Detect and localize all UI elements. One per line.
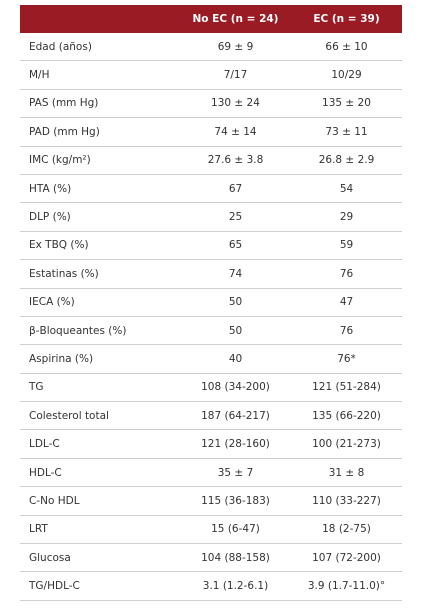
row-label: Estatinas (%) — [20, 259, 180, 289]
cell-value: 35 ± 7 — [180, 458, 291, 488]
table-row: Estatinas (%) 74 76 — [20, 259, 402, 289]
cell-value: 74 ± 14 — [180, 117, 291, 147]
cell-value: 108 (34-200) — [180, 373, 291, 403]
cell-value: 15 (6-47) — [180, 515, 291, 545]
row-label: IMC (kg/m²) — [20, 146, 180, 175]
table-row: IMC (kg/m²) 27.6 ± 3.8 26.8 ± 2.9 — [20, 146, 402, 175]
cell-value: 59 — [291, 231, 402, 261]
row-label: C-No HDL — [20, 486, 180, 516]
table-row: Colesterol total 187 (64-217) 135 (66-220) — [20, 401, 402, 431]
row-label: PAD (mm Hg) — [20, 117, 180, 147]
table-body: Edad (años) 69 ± 9 66 ± 10 M/H 7/17 10/29 PAS … — [20, 33, 402, 601]
cell-value: 26.8 ± 2.9 — [291, 146, 402, 175]
table-row: Aspirina (%) 40 76* — [20, 344, 402, 374]
table-row: β-Bloqueantes (%) 50 76 — [20, 316, 402, 346]
cell-value: 104 (88-158) — [180, 543, 291, 573]
table-row: C-No HDL 115 (36-183) 110 (33-227) — [20, 486, 402, 516]
cell-value: 76* — [291, 344, 402, 374]
row-label: PAS (mm Hg) — [20, 89, 180, 119]
table-row: LDL-C 121 (28-160) 100 (21-273) — [20, 429, 402, 459]
cell-value: 3.9 (1.7-11.0)° — [291, 571, 402, 601]
row-label: HDL-C — [20, 458, 180, 488]
cell-value: 66 ± 10 — [291, 33, 402, 62]
cell-value: 130 ± 24 — [180, 89, 291, 119]
cell-value: 50 — [180, 316, 291, 346]
row-label: β-Bloqueantes (%) — [20, 316, 180, 346]
header-row: No EC (n = 24) EC (n = 39) — [20, 5, 402, 33]
cell-value: 121 (28-160) — [180, 429, 291, 459]
table-row: LRT 15 (6-47) 18 (2-75) — [20, 515, 402, 545]
row-label: Glucosa — [20, 543, 180, 573]
cell-value: 76 — [291, 259, 402, 289]
cell-value: 110 (33-227) — [291, 486, 402, 516]
cell-value: 54 — [291, 174, 402, 204]
cell-value: 7/17 — [180, 60, 291, 90]
table-row: IECA (%) 50 47 — [20, 288, 402, 317]
cell-value: 25 — [180, 202, 291, 232]
cell-value: 40 — [180, 344, 291, 374]
table-row: HDL-C 35 ± 7 31 ± 8 — [20, 458, 402, 488]
row-label: M/H — [20, 60, 180, 90]
cell-value: 18 (2-75) — [291, 515, 402, 545]
table-row: Ex TBQ (%) 65 59 — [20, 231, 402, 261]
table-row: M/H 7/17 10/29 — [20, 60, 402, 90]
row-label: Aspirina (%) — [20, 344, 180, 374]
cell-value: 107 (72-200) — [291, 543, 402, 573]
table-row: PAS (mm Hg) 130 ± 24 135 ± 20 — [20, 89, 402, 119]
table-container: No EC (n = 24) EC (n = 39) Edad (años) 69… — [20, 5, 402, 601]
row-label: Ex TBQ (%) — [20, 231, 180, 261]
row-label: TG — [20, 373, 180, 403]
row-label: Edad (años) — [20, 33, 180, 62]
cell-value: 29 — [291, 202, 402, 232]
table-row: HTA (%) 67 54 — [20, 174, 402, 204]
cell-value: 76 — [291, 316, 402, 346]
header-cell: No EC (n = 24) — [180, 5, 291, 33]
cell-value: 100 (21-273) — [291, 429, 402, 459]
row-label: Colesterol total — [20, 401, 180, 431]
cell-value: 135 (66-220) — [291, 401, 402, 431]
row-label: HTA (%) — [20, 174, 180, 204]
row-label: TG/HDL-C — [20, 571, 180, 601]
cell-value: 115 (36-183) — [180, 486, 291, 516]
cell-value: 73 ± 11 — [291, 117, 402, 147]
data-table: No EC (n = 24) EC (n = 39) Edad (años) 69… — [20, 5, 402, 601]
cell-value: 67 — [180, 174, 291, 204]
cell-value: 10/29 — [291, 60, 402, 90]
table-row: Glucosa 104 (88-158) 107 (72-200) — [20, 543, 402, 573]
cell-value: 27.6 ± 3.8 — [180, 146, 291, 175]
cell-value: 65 — [180, 231, 291, 261]
header-cell: EC (n = 39) — [291, 5, 402, 33]
row-label: LDL-C — [20, 429, 180, 459]
cell-value: 187 (64-217) — [180, 401, 291, 431]
cell-value: 3.1 (1.2-6.1) — [180, 571, 291, 601]
cell-value: 121 (51-284) — [291, 373, 402, 403]
cell-value: 31 ± 8 — [291, 458, 402, 488]
header-cell — [20, 5, 180, 33]
table-row: TG/HDL-C 3.1 (1.2-6.1) 3.9 (1.7-11.0)° — [20, 571, 402, 601]
cell-value: 69 ± 9 — [180, 33, 291, 62]
cell-value: 135 ± 20 — [291, 89, 402, 119]
table-row: Edad (años) 69 ± 9 66 ± 10 — [20, 33, 402, 62]
cell-value: 50 — [180, 288, 291, 317]
row-label: IECA (%) — [20, 288, 180, 317]
table-row: PAD (mm Hg) 74 ± 14 73 ± 11 — [20, 117, 402, 147]
table-row: DLP (%) 25 29 — [20, 202, 402, 232]
row-label: LRT — [20, 515, 180, 545]
cell-value: 74 — [180, 259, 291, 289]
row-label: DLP (%) — [20, 202, 180, 232]
cell-value: 47 — [291, 288, 402, 317]
table-row: TG 108 (34-200) 121 (51-284) — [20, 373, 402, 403]
